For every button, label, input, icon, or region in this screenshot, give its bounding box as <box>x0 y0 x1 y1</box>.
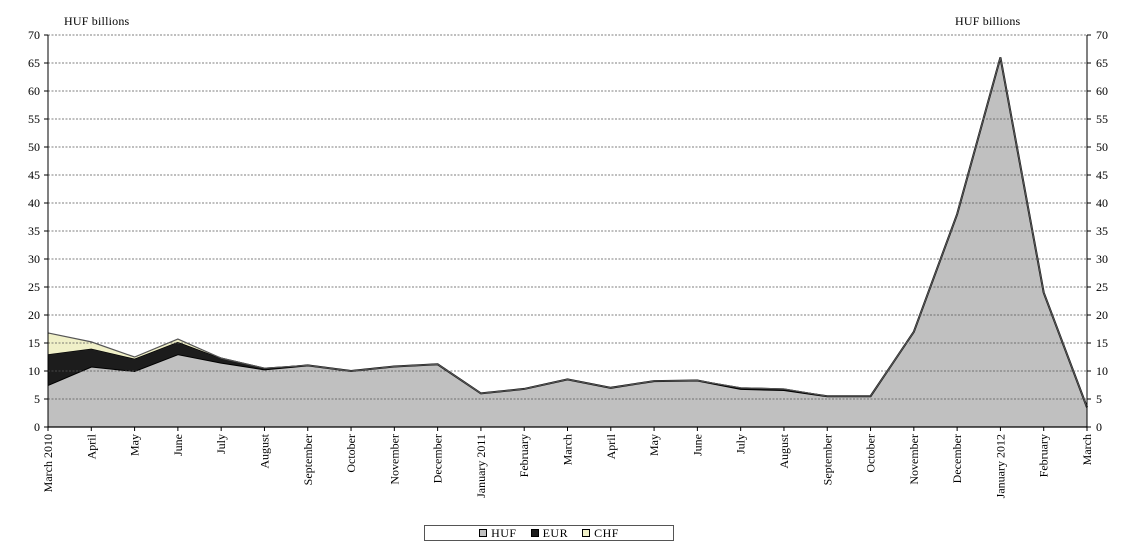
x-tick-label-18: September <box>820 434 834 485</box>
left-tick-label-45: 45 <box>28 168 40 182</box>
x-tick-label-9: December <box>431 434 445 483</box>
right-tick-label-60: 60 <box>1096 84 1108 98</box>
right-tick-label-10: 10 <box>1096 364 1108 378</box>
legend-label-chf: CHF <box>594 525 619 540</box>
x-tick-label-0: March 2010 <box>41 434 55 492</box>
right-tick-label-35: 35 <box>1096 224 1108 238</box>
left-tick-label-65: 65 <box>28 56 40 70</box>
right-tick-label-30: 30 <box>1096 252 1108 266</box>
right-tick-label-5: 5 <box>1096 392 1102 406</box>
x-tick-label-13: April <box>604 433 618 459</box>
right-tick-label-0: 0 <box>1096 420 1102 434</box>
x-tick-label-22: January 2012 <box>993 434 1007 498</box>
x-tick-label-3: June <box>171 434 185 456</box>
left-tick-label-0: 0 <box>34 420 40 434</box>
x-tick-label-4: July <box>214 434 228 454</box>
left-tick-label-40: 40 <box>28 196 40 210</box>
left-tick-label-30: 30 <box>28 252 40 266</box>
x-tick-label-15: June <box>690 434 704 456</box>
legend-item-chf: CHF <box>582 526 619 541</box>
x-tick-label-24: March <box>1080 434 1094 465</box>
x-tick-label-7: October <box>344 434 358 473</box>
left-tick-label-50: 50 <box>28 140 40 154</box>
right-tick-label-65: 65 <box>1096 56 1108 70</box>
legend-item-eur: EUR <box>530 525 569 541</box>
left-tick-label-20: 20 <box>28 308 40 322</box>
right-axis-unit-label: HUF billions <box>955 14 1021 28</box>
x-tick-label-5: August <box>257 433 271 468</box>
legend-swatch-huf <box>479 529 488 537</box>
x-tick-label-16: July <box>734 434 748 454</box>
legend-label-eur: EUR <box>542 525 569 540</box>
x-tick-label-12: March <box>561 434 575 465</box>
x-tick-label-2: May <box>128 434 142 456</box>
legend-swatch-chf <box>582 529 591 537</box>
left-axis-unit-label: HUF billions <box>64 14 130 28</box>
right-tick-label-70: 70 <box>1096 28 1108 42</box>
area-series-huf <box>48 57 1087 428</box>
legend-label-huf: HUF <box>491 525 517 540</box>
right-tick-label-55: 55 <box>1096 112 1108 126</box>
left-tick-label-25: 25 <box>28 280 40 294</box>
left-tick-label-60: 60 <box>28 84 40 98</box>
x-tick-label-10: January 2011 <box>474 434 488 498</box>
x-tick-label-20: November <box>907 434 921 485</box>
x-tick-label-14: May <box>647 434 661 456</box>
right-tick-label-40: 40 <box>1096 196 1108 210</box>
x-tick-label-21: December <box>950 434 964 483</box>
legend-item-huf: HUF <box>479 526 517 541</box>
series-line-chf <box>47 57 1088 408</box>
x-tick-label-23: February <box>1037 434 1051 477</box>
legend: HUF EUR CHF <box>424 525 674 541</box>
right-tick-label-20: 20 <box>1096 308 1108 322</box>
right-tick-label-25: 25 <box>1096 280 1108 294</box>
right-tick-label-15: 15 <box>1096 336 1108 350</box>
x-tick-label-8: November <box>387 434 401 485</box>
left-tick-label-15: 15 <box>28 336 40 350</box>
legend-swatch-eur <box>530 529 539 537</box>
x-tick-label-17: August <box>777 433 791 468</box>
x-tick-label-6: September <box>301 434 315 485</box>
right-tick-label-50: 50 <box>1096 140 1108 154</box>
x-tick-label-11: February <box>517 434 531 477</box>
left-tick-label-5: 5 <box>34 392 40 406</box>
x-tick-label-19: October <box>864 434 878 473</box>
left-tick-label-10: 10 <box>28 364 40 378</box>
right-tick-label-45: 45 <box>1096 168 1108 182</box>
left-tick-label-70: 70 <box>28 28 40 42</box>
x-tick-label-1: April <box>84 433 98 459</box>
left-tick-label-35: 35 <box>28 224 40 238</box>
left-tick-label-55: 55 <box>28 112 40 126</box>
